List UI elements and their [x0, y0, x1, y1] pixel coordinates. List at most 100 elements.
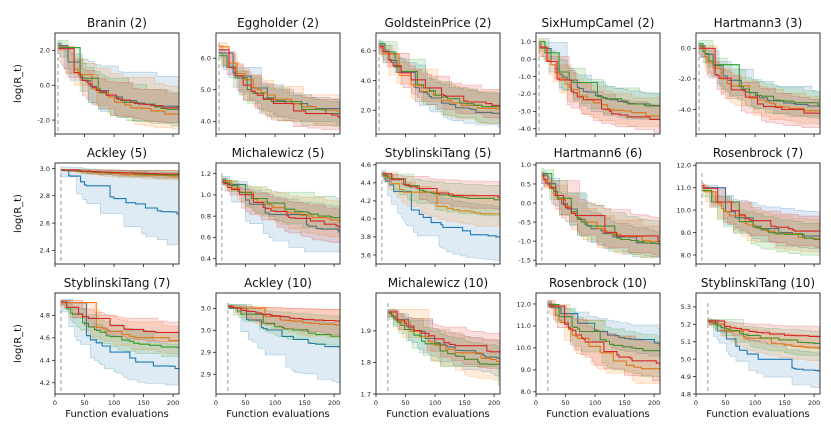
y-tick-label: 10.0	[677, 206, 691, 214]
axes-frame	[215, 162, 341, 265]
y-tick-label: -4.0	[678, 106, 691, 114]
x-tick-label: 150	[458, 399, 470, 407]
confidence-band	[707, 318, 820, 388]
confidence-band	[218, 42, 340, 127]
series-line	[221, 181, 340, 228]
series-line	[538, 41, 660, 107]
confidence-band	[57, 45, 179, 123]
series-line	[60, 169, 179, 175]
y-tick-label: 4.6	[361, 161, 371, 169]
confidence-band	[60, 299, 179, 357]
x-tick-label: 150	[298, 399, 310, 407]
y-tick-label: -1.0	[518, 73, 531, 81]
y-tick-label: 11.0	[517, 322, 531, 330]
series-line	[387, 312, 500, 363]
y-tick-label: 4.2	[361, 197, 371, 205]
series-line	[227, 305, 340, 337]
series-line	[381, 173, 500, 198]
plot-area	[547, 300, 660, 384]
x-tick-label: 50	[561, 399, 569, 407]
series-line	[218, 49, 340, 118]
x-axis-label: Function evaluations	[706, 409, 810, 420]
subplot: Hartmann6 (6) -1.5 -1.0 -0.5 0.0 0.5 1.0	[518, 146, 661, 267]
series-line	[378, 45, 500, 106]
y-tick-label: 2.0	[361, 107, 371, 115]
plot-area	[698, 40, 820, 128]
subplot-title: SixHumpCamel (2)	[542, 16, 655, 30]
axes-frame	[375, 32, 501, 135]
confidence-band	[387, 308, 500, 381]
axes-frame	[375, 292, 501, 395]
axes-frame	[695, 162, 821, 265]
series-line	[698, 47, 820, 114]
x-axis-label: Function evaluations	[546, 409, 650, 420]
y-axis-label: log(R_t)	[13, 324, 24, 363]
confidence-band	[60, 166, 179, 246]
y-tick-label: 12.0	[677, 162, 691, 170]
y-tick-label: 5.2	[681, 321, 691, 329]
plot-area	[387, 308, 500, 386]
y-tick-label: 4.8	[681, 390, 691, 398]
plot-area	[378, 39, 500, 128]
series-line	[60, 302, 179, 342]
series-line	[57, 46, 179, 115]
x-axis-label: Function evaluations	[386, 409, 490, 420]
y-tick-label: 9.0	[681, 229, 691, 237]
y-tick-label: 5.3	[681, 303, 691, 311]
series-line	[387, 312, 500, 366]
series-line	[227, 305, 340, 322]
confidence-band	[698, 44, 820, 128]
series-line	[547, 303, 660, 366]
plot-area	[701, 182, 820, 256]
y-tick-label: -3.0	[518, 108, 531, 116]
x-tick-label: 100	[749, 399, 761, 407]
y-tick-label: 12.0	[517, 300, 531, 308]
subplot: StyblinskiTang (10) 4.8 4.9 5.0 5.1 5.2 5.3 0 50…	[681, 276, 821, 420]
x-tick-label: 0	[214, 399, 218, 407]
subplot: GoldsteinPrice (2) 2.0 4.0 6.0	[361, 16, 501, 137]
y-tick-label: 6.0	[201, 55, 211, 63]
y-tick-label: 6.0	[361, 47, 371, 55]
subplot-title: Michalewicz (5)	[232, 146, 325, 160]
y-tick-label: 9.0	[521, 366, 531, 374]
y-tick-label: 10.0	[517, 344, 531, 352]
x-axis-label: Function evaluations	[65, 409, 169, 420]
subplot-title: GoldsteinPrice (2)	[385, 16, 492, 30]
confidence-band	[218, 45, 340, 130]
series-line	[541, 175, 660, 243]
confidence-band	[538, 38, 660, 119]
confidence-band	[707, 319, 820, 361]
confidence-band	[547, 302, 660, 357]
x-tick-label: 200	[328, 399, 340, 407]
y-tick-label: 0.0	[681, 45, 691, 53]
y-tick-label: 1.7	[361, 390, 371, 398]
plot-area	[60, 298, 179, 386]
series-line	[381, 173, 500, 238]
x-axis-label: Function evaluations	[226, 409, 330, 420]
confidence-band	[57, 41, 179, 124]
axes-frame	[54, 162, 180, 265]
series-line	[221, 178, 340, 232]
y-tick-label: 1.8	[361, 359, 371, 367]
confidence-band	[381, 172, 500, 210]
series-line	[547, 304, 660, 370]
subplot-title: Hartmann3 (3)	[714, 16, 803, 30]
axes-frame	[535, 292, 661, 395]
subplot-title: StyblinskiTang (10)	[701, 276, 815, 290]
series-line	[707, 320, 820, 372]
series-line	[387, 311, 500, 359]
confidence-band	[60, 299, 179, 355]
y-tick-label: 2.8	[40, 192, 50, 200]
confidence-band	[227, 304, 340, 347]
x-tick-label: 200	[167, 399, 179, 407]
subplot: StyblinskiTang (7) 4.2 4.4 4.6 4.8 0 50 100 150 2…	[13, 276, 180, 420]
axes-frame	[215, 292, 341, 395]
x-tick-label: 150	[778, 399, 790, 407]
series-line	[707, 320, 820, 338]
confidence-band	[541, 171, 660, 257]
y-tick-label: 8.0	[681, 251, 691, 259]
confidence-band	[218, 49, 340, 125]
x-tick-label: 0	[374, 399, 378, 407]
x-tick-label: 50	[401, 399, 409, 407]
